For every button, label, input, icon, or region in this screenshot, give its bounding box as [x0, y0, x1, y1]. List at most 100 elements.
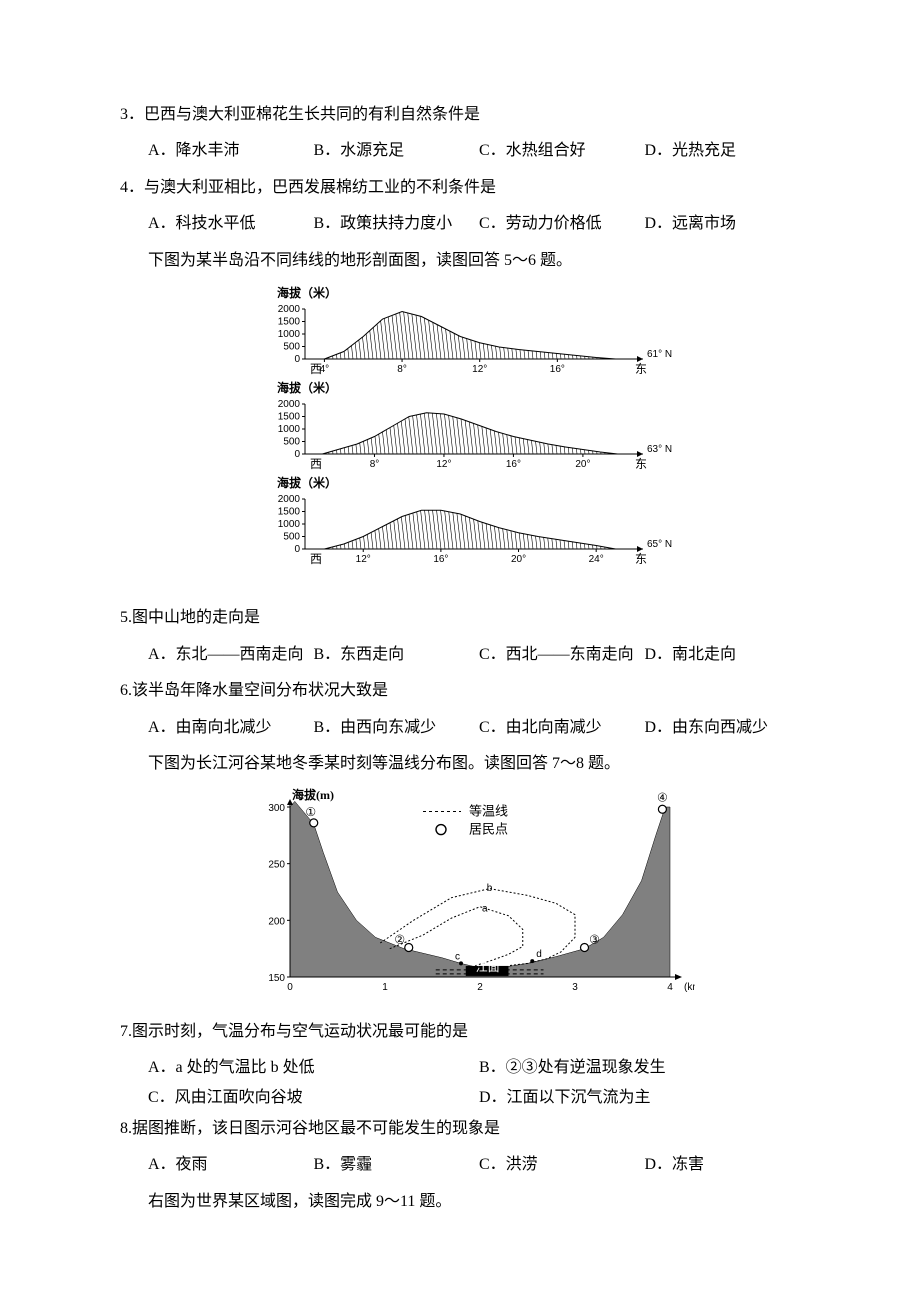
question-8-options: A．夜雨 B．雾霾 C．洪涝 D．冻害: [120, 1150, 810, 1180]
svg-text:西: 西: [310, 552, 322, 566]
svg-text:西: 西: [310, 362, 322, 376]
svg-text:等温线: 等温线: [469, 804, 508, 819]
question-6-options: A．由南向北减少 B．由西向东减少 C．由北向南减少 D．由东向西减少: [120, 713, 810, 743]
svg-text:8°: 8°: [370, 459, 380, 470]
svg-text:d: d: [536, 949, 542, 960]
question-5: 5.图中山地的走向是: [120, 603, 810, 633]
svg-text:海拔(m): 海拔(m): [292, 787, 334, 802]
svg-text:20°: 20°: [511, 554, 526, 565]
question-4: 4．与澳大利亚相比，巴西发展棉纺工业的不利条件是: [120, 173, 810, 203]
svg-text:③: ③: [589, 933, 600, 947]
question-5-options: A．东北——西南走向 B．东西走向 C．西北——东南走向 D．南北走向: [120, 640, 810, 670]
q7-opt-a: A．a 处的气温比 b 处低: [148, 1053, 479, 1083]
intro-9-11: 右图为世界某区域图，读图完成 9～11 题。: [120, 1187, 810, 1217]
svg-text:1500: 1500: [278, 411, 301, 422]
svg-text:东: 东: [635, 552, 647, 566]
svg-text:2000: 2000: [278, 399, 301, 410]
q5-opt-a: A．东北——西南走向: [148, 640, 314, 670]
valley-chart: 150 200 250 300 海拔(m) 0 1 2 3 4 (km) ab 江面 ① ② ③ ④ c d 等温线居…: [120, 787, 810, 1008]
question-7: 7.图示时刻，气温分布与空气运动状况最可能的是: [120, 1017, 810, 1047]
svg-text:1000: 1000: [278, 329, 301, 340]
svg-text:江面: 江面: [476, 960, 500, 974]
q8-opt-b: B．雾霾: [314, 1150, 480, 1180]
question-6: 6.该半岛年降水量空间分布状况大致是: [120, 676, 810, 706]
svg-text:300: 300: [268, 803, 285, 814]
q3-opt-d: D．光热充足: [645, 136, 811, 166]
q7-opt-c: C．风由江面吹向谷坡: [148, 1083, 479, 1113]
svg-text:12°: 12°: [356, 554, 371, 565]
svg-text:2000: 2000: [278, 494, 301, 505]
q7-opt-b: B．②③处有逆温现象发生: [479, 1053, 810, 1083]
svg-text:1000: 1000: [278, 519, 301, 530]
svg-text:②: ②: [394, 933, 405, 947]
q3-opt-c: C．水热组合好: [479, 136, 645, 166]
svg-text:0: 0: [294, 449, 300, 460]
svg-text:250: 250: [268, 860, 285, 871]
svg-text:500: 500: [283, 341, 300, 352]
svg-text:c: c: [455, 952, 460, 963]
q5-opt-c: C．西北——东南走向: [479, 640, 645, 670]
svg-text:500: 500: [283, 436, 300, 447]
svg-text:2: 2: [477, 982, 483, 993]
svg-text:0: 0: [287, 982, 293, 993]
q4-opt-d: D．远离市场: [645, 209, 811, 239]
svg-text:居民点: 居民点: [469, 822, 508, 837]
svg-text:16°: 16°: [506, 459, 521, 470]
question-3-options: A．降水丰沛 B．水源充足 C．水热组合好 D．光热充足: [120, 136, 810, 166]
question-8: 8.据图推断，该日图示河谷地区最不可能发生的现象是: [120, 1114, 810, 1144]
svg-text:b: b: [487, 883, 493, 894]
svg-text:海拔（米）: 海拔（米）: [277, 380, 337, 395]
svg-text:1500: 1500: [278, 506, 301, 517]
q6-opt-c: C．由北向南减少: [479, 713, 645, 743]
intro-7-8: 下图为长江河谷某地冬季某时刻等温线分布图。读图回答 7～8 题。: [120, 749, 810, 779]
question-4-options: A．科技水平低 B．政策扶持力度小 C．劳动力价格低 D．远离市场: [120, 209, 810, 239]
q6-opt-b: B．由西向东减少: [314, 713, 480, 743]
svg-text:④: ④: [657, 791, 668, 805]
svg-text:东: 东: [635, 362, 647, 376]
svg-text:0: 0: [294, 354, 300, 365]
svg-text:海拔（米）: 海拔（米）: [277, 475, 337, 490]
q8-opt-a: A．夜雨: [148, 1150, 314, 1180]
q5-opt-b: B．东西走向: [314, 640, 480, 670]
svg-text:20°: 20°: [575, 459, 590, 470]
q5-opt-d: D．南北走向: [645, 640, 811, 670]
intro-5-6: 下图为某半岛沿不同纬线的地形剖面图，读图回答 5～6 题。: [120, 246, 810, 276]
svg-text:16°: 16°: [433, 554, 448, 565]
svg-text:12°: 12°: [436, 459, 451, 470]
svg-text:4: 4: [667, 982, 673, 993]
svg-text:海拔（米）: 海拔（米）: [277, 285, 337, 300]
question-7-options: A．a 处的气温比 b 处低 B．②③处有逆温现象发生 C．风由江面吹向谷坡 D…: [120, 1053, 810, 1114]
svg-text:(km): (km): [684, 982, 695, 993]
svg-text:16°: 16°: [550, 364, 565, 375]
svg-text:63° N: 63° N: [647, 444, 672, 455]
q6-opt-a: A．由南向北减少: [148, 713, 314, 743]
svg-text:1: 1: [382, 982, 388, 993]
q4-opt-b: B．政策扶持力度小: [314, 209, 480, 239]
q8-opt-c: C．洪涝: [479, 1150, 645, 1180]
q4-opt-a: A．科技水平低: [148, 209, 314, 239]
svg-text:①: ①: [305, 805, 316, 819]
q3-opt-a: A．降水丰沛: [148, 136, 314, 166]
svg-text:500: 500: [283, 531, 300, 542]
svg-text:200: 200: [268, 917, 285, 928]
svg-text:2000: 2000: [278, 304, 301, 315]
svg-text:0: 0: [294, 544, 300, 555]
q6-opt-d: D．由东向西减少: [645, 713, 811, 743]
svg-text:8°: 8°: [397, 364, 407, 375]
svg-text:12°: 12°: [472, 364, 487, 375]
svg-text:西: 西: [310, 457, 322, 471]
q8-opt-d: D．冻害: [645, 1150, 811, 1180]
profile-chart: 海拔（米）05001000150020004°8°12°16°西东61° N海拔…: [120, 284, 810, 595]
question-3: 3．巴西与澳大利亚棉花生长共同的有利自然条件是: [120, 100, 810, 130]
svg-text:3: 3: [572, 982, 578, 993]
svg-text:65° N: 65° N: [647, 539, 672, 550]
q7-opt-d: D．江面以下沉气流为主: [479, 1083, 810, 1113]
svg-text:1500: 1500: [278, 316, 301, 327]
svg-text:1000: 1000: [278, 424, 301, 435]
q4-opt-c: C．劳动力价格低: [479, 209, 645, 239]
svg-text:东: 东: [635, 457, 647, 471]
svg-text:150: 150: [268, 973, 285, 984]
svg-text:24°: 24°: [589, 554, 604, 565]
svg-text:a: a: [482, 904, 488, 915]
svg-text:61° N: 61° N: [647, 349, 672, 360]
